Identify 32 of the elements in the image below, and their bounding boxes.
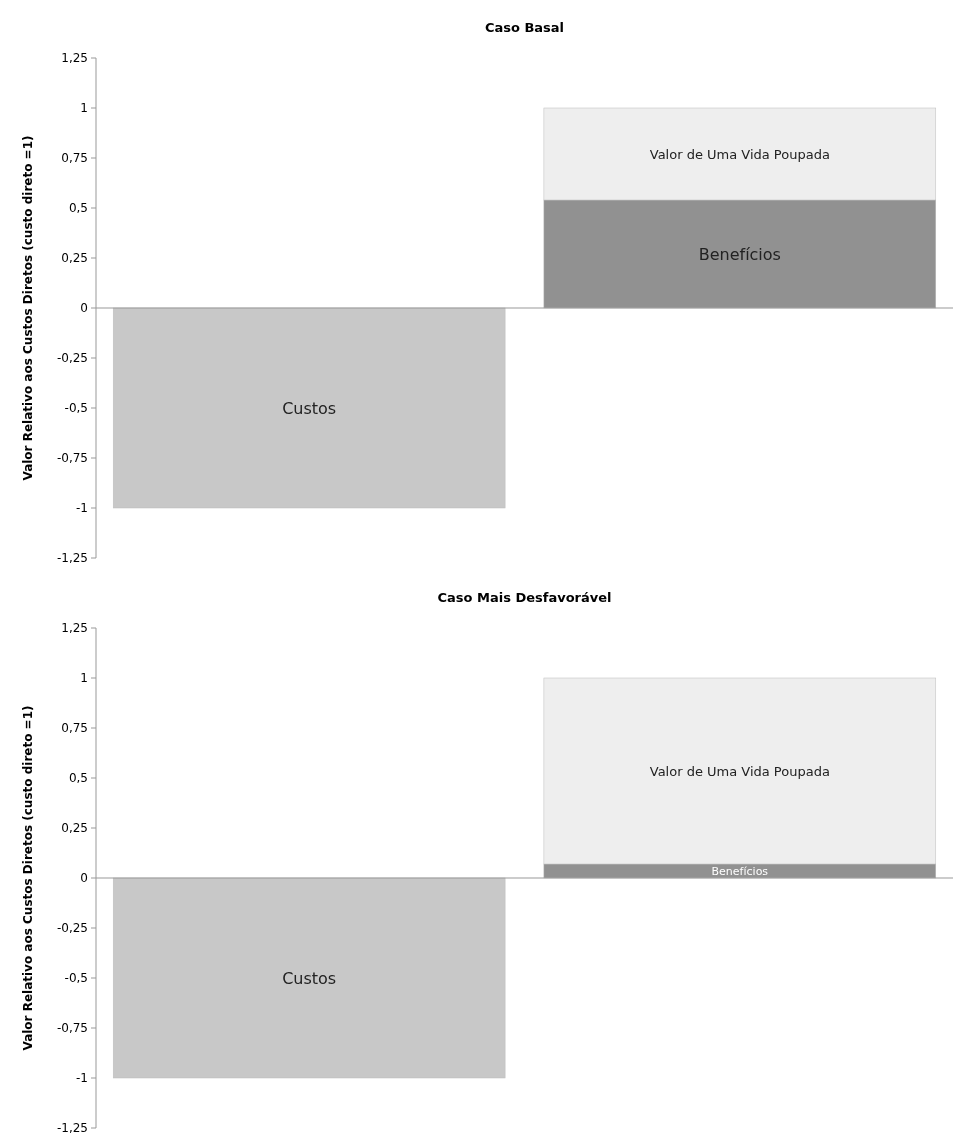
chart-title: Caso Basal: [484, 20, 565, 35]
series-label: Benefícios: [698, 244, 781, 264]
y-axis-title: Valor Relativo aos Custos Diretos (custo direto =1): [21, 705, 35, 1051]
series-label: Custos: [282, 968, 337, 988]
series-label: Benefícios: [711, 864, 769, 878]
y-tick-label: 0,5: [68, 771, 88, 785]
y-tick-label: -0,25: [56, 921, 88, 935]
y-tick-label: 0,75: [61, 151, 88, 165]
series-label: Valor de Uma Vida Poupada: [649, 146, 830, 162]
y-tick-label: 1,25: [61, 621, 88, 635]
y-tick-label: -0,75: [56, 451, 88, 465]
y-axis-title: Valor Relativo aos Custos Diretos (custo direto =1): [21, 135, 35, 481]
y-tick-label: -1,25: [56, 551, 88, 565]
chart-title: Caso Mais Desfavorável: [437, 590, 612, 605]
y-tick-label: -0,5: [64, 401, 88, 415]
y-tick-label: -1: [76, 501, 88, 515]
y-tick-label: 1: [80, 101, 88, 115]
y-tick-label: 0,25: [61, 251, 88, 265]
y-tick-label: -0,25: [56, 351, 88, 365]
y-tick-label: 0,5: [68, 201, 88, 215]
y-tick-label: 0: [80, 871, 88, 885]
y-tick-label: 0: [80, 301, 88, 315]
y-tick-label: -0,5: [64, 971, 88, 985]
y-tick-label: -1: [76, 1071, 88, 1085]
y-tick-label: 1,25: [61, 51, 88, 65]
y-tick-label: -1,25: [56, 1121, 88, 1135]
y-tick-label: 0,25: [61, 821, 88, 835]
series-label: Valor de Uma Vida Poupada: [649, 763, 830, 779]
y-tick-label: 1: [80, 671, 88, 685]
y-tick-label: 0,75: [61, 721, 88, 735]
y-tick-label: -0,75: [56, 1021, 88, 1035]
series-label: Custos: [282, 398, 337, 418]
